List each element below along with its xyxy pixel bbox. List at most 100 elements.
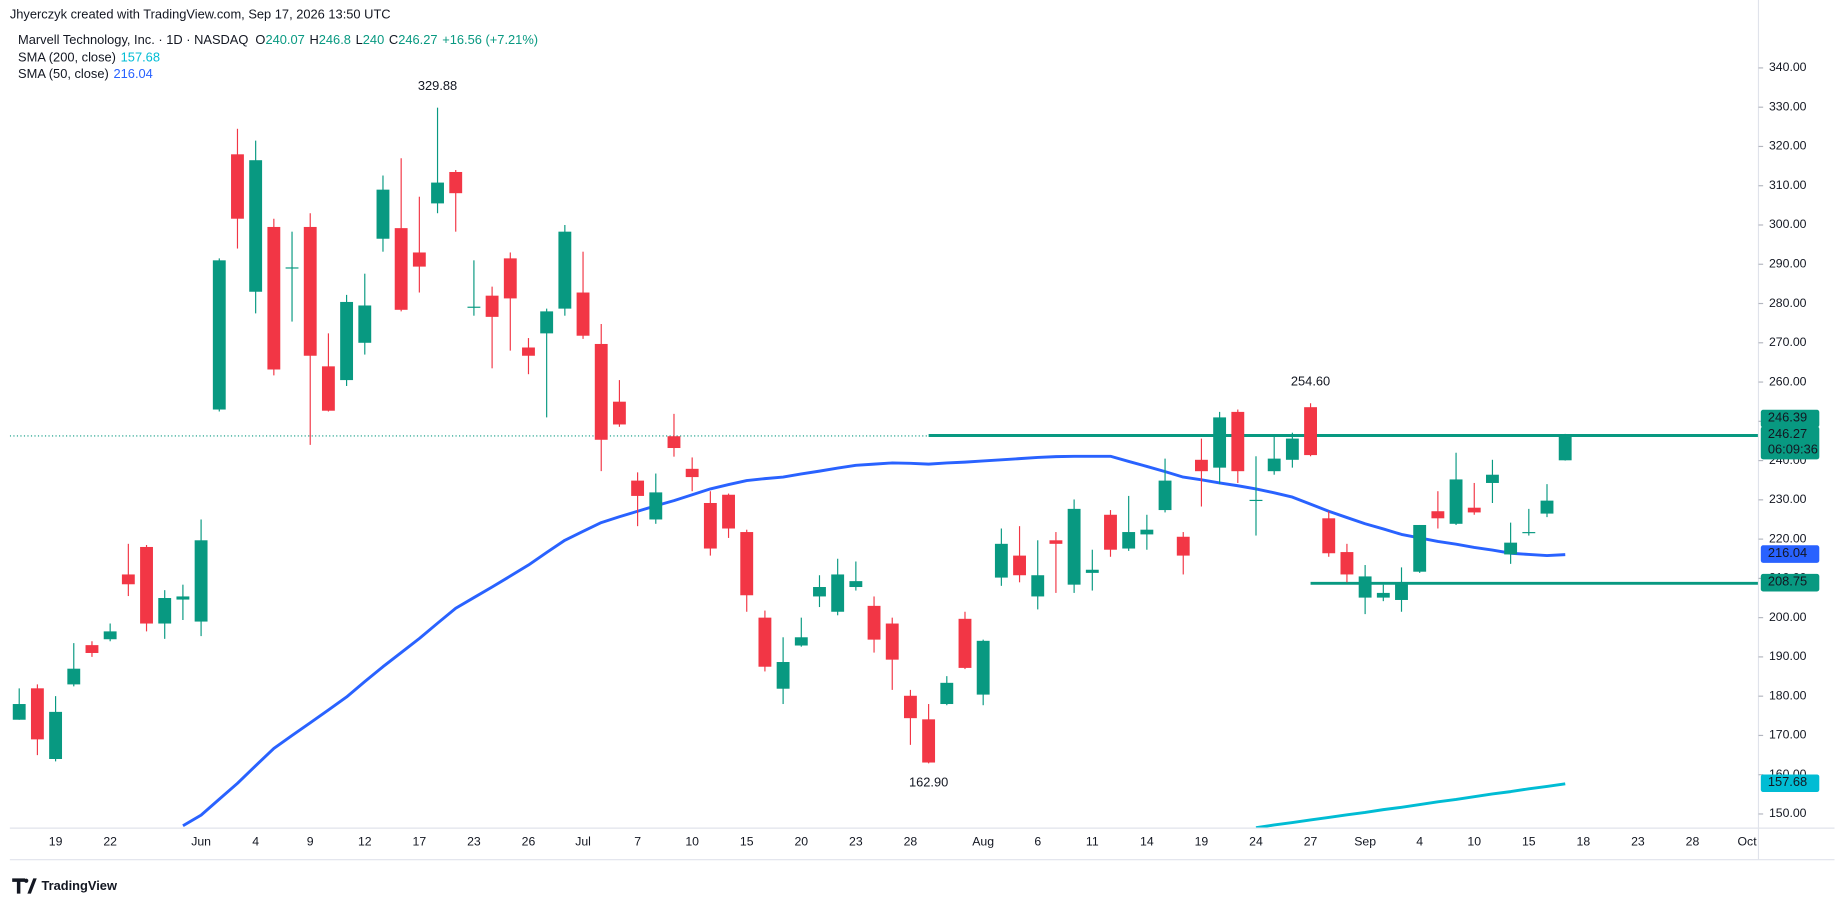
candle-body <box>558 231 572 309</box>
candle-body <box>12 704 26 720</box>
candle-body <box>1395 582 1408 600</box>
price-badge <box>1760 409 1820 428</box>
price-badge-label: 246.27 <box>1768 426 1807 441</box>
candle-body <box>1249 499 1263 502</box>
candle-body <box>1486 474 1499 483</box>
x-tick-label: 14 <box>1140 834 1154 848</box>
y-tick-label: 270.00 <box>1769 335 1807 349</box>
price-badge <box>1760 573 1820 592</box>
price-badge-label: 06:09:36 <box>1768 441 1818 456</box>
x-tick-label: 24 <box>1249 834 1263 848</box>
candle-body <box>722 494 735 529</box>
candle-body <box>1067 508 1081 585</box>
candle-body <box>849 581 863 588</box>
legend-value: 246.8 <box>319 32 351 47</box>
legend-letter: C <box>389 32 398 47</box>
candle-body <box>1194 459 1208 472</box>
candle-body <box>67 668 81 685</box>
candle-body <box>1285 438 1299 460</box>
y-tick-label: 220.00 <box>1769 531 1807 545</box>
indicator-name: SMA (200, close) <box>18 50 116 65</box>
candle-body <box>103 631 117 640</box>
x-tick-label: 10 <box>1467 834 1481 848</box>
candle-body <box>994 543 1008 578</box>
x-tick-label: 17 <box>413 834 427 848</box>
x-tick-label: 28 <box>904 834 918 848</box>
candle-body <box>140 546 153 624</box>
candle-body <box>194 540 208 622</box>
candle-body <box>485 295 499 317</box>
candle-body <box>1358 576 1372 598</box>
candle-body <box>1504 542 1518 555</box>
candle-body <box>1413 524 1427 572</box>
y-tick-label: 170.00 <box>1769 728 1807 742</box>
legend-value: 246.27 <box>398 32 437 47</box>
candle-body <box>594 343 608 440</box>
legend-letter: O <box>255 32 265 47</box>
candle-body <box>1231 411 1245 472</box>
candle-body <box>358 305 372 343</box>
candle-body <box>831 574 845 612</box>
x-tick-label: 10 <box>685 834 699 848</box>
indicator-value: 216.04 <box>113 66 152 81</box>
plot-area <box>9 107 1759 829</box>
candle-body <box>903 695 917 719</box>
y-tick-label: 150.00 <box>1769 806 1807 820</box>
y-tick-label: 260.00 <box>1769 374 1807 388</box>
x-tick-label: 15 <box>1522 834 1536 848</box>
candle-body <box>1449 479 1463 524</box>
credit: Jhyerczyk created with TradingView.com, … <box>10 7 391 22</box>
candle-body <box>1013 555 1026 576</box>
x-tick-label: 19 <box>49 834 63 848</box>
candle-body <box>1122 532 1136 549</box>
candle-body <box>49 711 63 760</box>
candle-body <box>1049 540 1063 544</box>
candle-body <box>431 182 444 204</box>
candle-body <box>1085 569 1099 573</box>
x-tick-label: Aug <box>972 834 994 848</box>
candle-body <box>340 301 354 381</box>
legend: Marvell Technology, Inc. · 1D · NASDAQ O2… <box>18 32 538 47</box>
x-tick-label: 6 <box>1034 834 1041 848</box>
candle-body <box>231 154 244 219</box>
y-tick-label: 280.00 <box>1769 296 1807 310</box>
legend-letter: L <box>356 32 363 47</box>
candle-body <box>576 292 590 336</box>
candle-body <box>1558 435 1572 461</box>
y-tick-label: 310.00 <box>1769 178 1807 192</box>
price-badge-label: 157.68 <box>1768 774 1807 789</box>
legend-title: Marvell Technology, Inc. · 1D · NASDAQ <box>18 32 248 47</box>
candle-body <box>1431 511 1445 519</box>
candle-body <box>667 436 681 449</box>
candle-body <box>867 605 881 640</box>
candle-body <box>1522 532 1536 534</box>
x-tick-label: 26 <box>522 834 536 848</box>
legend-letter: H <box>309 32 318 47</box>
candle-body <box>1467 507 1481 513</box>
legend-sma200: SMA (200, close) 157.68 <box>18 50 160 65</box>
candle-body <box>1140 529 1154 535</box>
candle-body <box>1031 575 1045 597</box>
indicator-line <box>1255 782 1566 829</box>
x-tick-label: 22 <box>103 834 117 848</box>
candle-body <box>631 480 645 496</box>
legend-value: 240.07 <box>265 32 304 47</box>
logo-dot <box>24 878 29 883</box>
candle-body <box>503 258 517 299</box>
candle-body <box>522 347 535 356</box>
x-tick-label: 4 <box>252 834 259 848</box>
indicator-name: SMA (50, close) <box>18 66 109 81</box>
x-tick-label: 12 <box>358 834 372 848</box>
candle-body <box>267 226 281 370</box>
x-tick-label: 20 <box>794 834 808 848</box>
candle-body <box>176 596 190 600</box>
candle-body <box>740 532 754 596</box>
price-badge <box>1760 545 1820 563</box>
candle-body <box>703 502 717 549</box>
x-tick-label: 28 <box>1686 834 1700 848</box>
x-tick-label: 27 <box>1304 834 1318 848</box>
annotation: 254.60 <box>1291 374 1330 389</box>
